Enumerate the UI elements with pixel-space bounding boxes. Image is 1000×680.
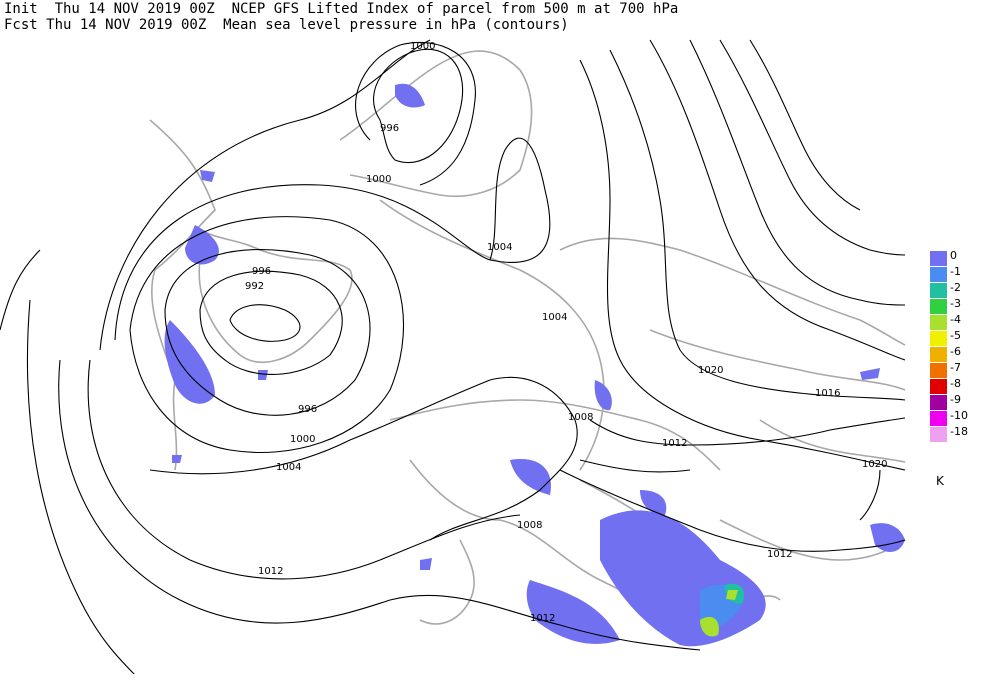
legend-label: -10 [950, 409, 968, 422]
legend-label: -7 [950, 361, 961, 374]
legend-swatch [930, 267, 947, 282]
legend-swatch [930, 379, 947, 394]
legend-label: -3 [950, 297, 961, 310]
contour-label: 1012 [258, 566, 283, 577]
legend-label: -8 [950, 377, 961, 390]
lifted-index-shading [164, 83, 905, 647]
contour-label: 996 [252, 266, 271, 277]
legend-label: -1 [950, 265, 961, 278]
legend-label: -18 [950, 425, 968, 438]
contour-label: 992 [245, 281, 264, 292]
contour-label: 1000 [366, 174, 391, 185]
contour-label: 1012 [767, 549, 792, 560]
contour-label: 996 [298, 404, 317, 415]
contour-label: 1004 [276, 462, 301, 473]
contour-label: 1004 [542, 312, 567, 323]
legend-swatch [930, 395, 947, 410]
legend-swatch [930, 427, 947, 442]
legend-swatch [930, 411, 947, 426]
forecast-map: 1000 996 1000 1004 996 992 1004 1020 101… [0, 39, 906, 674]
contour-label: 1000 [290, 434, 315, 445]
legend-swatch [930, 251, 947, 266]
contour-label: 996 [380, 123, 399, 134]
legend-label: -4 [950, 313, 961, 326]
contour-label: 1004 [487, 242, 512, 253]
legend-swatch [930, 283, 947, 298]
header-init-line: Init Thu 14 NOV 2019 00Z NCEP GFS Lifted… [4, 1, 679, 17]
legend-label: -6 [950, 345, 961, 358]
contour-label: 1000 [410, 41, 435, 52]
legend-swatch [930, 331, 947, 346]
legend-swatch [930, 347, 947, 362]
contour-label: 1012 [662, 438, 687, 449]
legend-label: 0 [950, 249, 957, 262]
contour-labels: 1000 996 1000 1004 996 992 1004 1020 101… [245, 41, 887, 624]
legend-swatch [930, 299, 947, 314]
contour-label: 1008 [517, 520, 542, 531]
coastlines [149, 50, 906, 625]
legend-label: -2 [950, 281, 961, 294]
contour-label: 1020 [698, 365, 723, 376]
pressure-contours [0, 39, 906, 674]
legend-swatch [930, 315, 947, 330]
legend-unit: K [936, 474, 944, 488]
legend-swatch [930, 363, 947, 378]
legend-label: -5 [950, 329, 961, 342]
legend-label: -9 [950, 393, 961, 406]
header-forecast-line: Fcst Thu 14 NOV 2019 00Z Mean sea level … [4, 17, 569, 33]
contour-label: 1016 [815, 388, 840, 399]
contour-label: 1008 [568, 412, 593, 423]
contour-label: 1012 [530, 613, 555, 624]
contour-label: 1020 [862, 459, 887, 470]
